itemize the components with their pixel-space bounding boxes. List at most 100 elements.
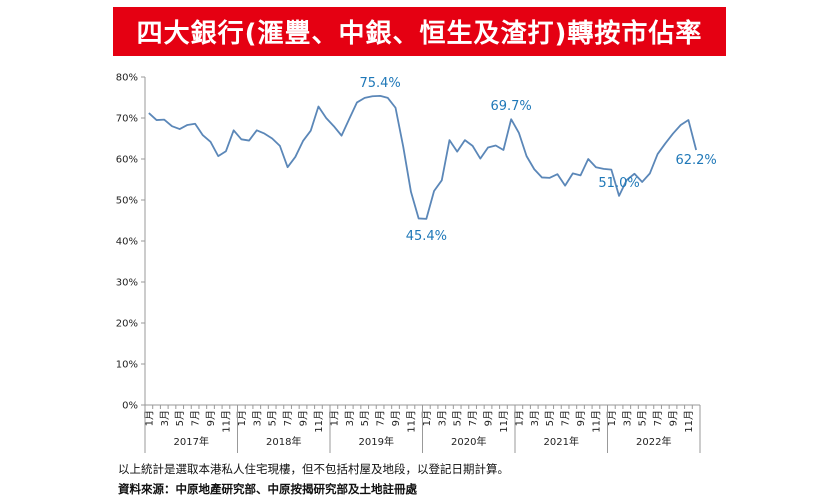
data-point [487, 146, 489, 148]
data-point [163, 118, 165, 120]
data-point [379, 95, 381, 97]
data-point [317, 105, 319, 107]
data-point [410, 191, 412, 193]
x-tick-label: 11月 [313, 410, 325, 433]
source-note: 資料來源：中原地產研究部、中原按揭研究部及土地註冊處 [118, 482, 417, 496]
data-point [225, 150, 227, 152]
data-point [495, 144, 497, 146]
data-point [417, 217, 419, 219]
x-tick-label: 9月 [390, 410, 402, 426]
x-tick-label: 5月 [544, 410, 556, 426]
data-point [649, 172, 651, 174]
x-tick-label: 1月 [513, 410, 525, 426]
x-tick-label: 1月 [421, 410, 433, 426]
data-point [695, 149, 697, 151]
data-point [232, 129, 234, 131]
data-point [525, 155, 527, 157]
data-point [171, 125, 173, 127]
data-point [502, 149, 504, 151]
y-tick-label: 70% [116, 114, 138, 125]
data-point [340, 134, 342, 136]
x-tick-label: 1月 [236, 410, 248, 426]
axes-layer: 0%10%20%30%40%50%60%70%80%1月 3月 5月 7月 9月 11月 1… [116, 73, 701, 453]
x-tick-label: 1月 [606, 410, 618, 426]
x-tick-label: 7月 [652, 410, 664, 426]
x-tick-label: 7月 [282, 410, 294, 426]
data-label: 51.0% [598, 176, 639, 191]
y-tick-label: 40% [116, 237, 138, 248]
year-label: 2020年 [451, 435, 486, 448]
y-tick-label: 0% [122, 401, 138, 412]
x-tick-label: 1月 [328, 410, 340, 426]
data-point [510, 118, 512, 120]
data-point [687, 119, 689, 121]
x-tick-label: 7月 [560, 410, 572, 426]
data-point [178, 128, 180, 130]
x-tick-label: 5月 [267, 410, 279, 426]
data-point [387, 97, 389, 99]
data-point [248, 139, 250, 141]
data-point [202, 134, 204, 136]
data-point [533, 168, 535, 170]
series-line-layer [148, 94, 698, 220]
data-point [618, 195, 620, 197]
data-point [271, 137, 273, 139]
data-point [656, 153, 658, 155]
data-point [263, 132, 265, 134]
x-tick-label: 7月 [375, 410, 387, 426]
x-tick-label: 3月 [344, 410, 356, 426]
data-point [595, 166, 597, 168]
x-tick-label: 5月 [452, 410, 464, 426]
data-point [186, 124, 188, 126]
year-label: 2018年 [266, 435, 301, 448]
data-point [348, 118, 350, 120]
data-point [556, 173, 558, 175]
data-point [310, 130, 312, 132]
data-point [394, 107, 396, 109]
data-point [471, 145, 473, 147]
x-tick-label: 3月 [159, 410, 171, 426]
data-point [448, 139, 450, 141]
line-chart: 0%10%20%30%40%50%60%70%80%1月 3月 5月 7月 9月 11月 1… [116, 73, 717, 453]
x-tick-label: 11月 [590, 410, 602, 433]
y-tick-label: 80% [116, 73, 138, 84]
data-label: 45.4% [406, 229, 447, 244]
year-label: 2019年 [359, 435, 394, 448]
data-point [441, 179, 443, 181]
x-tick-label: 3月 [621, 410, 633, 426]
y-tick-label: 30% [116, 278, 138, 289]
x-tick-label: 3月 [251, 410, 263, 426]
y-tick-label: 60% [116, 155, 138, 166]
data-point [587, 158, 589, 160]
data-point [672, 132, 674, 134]
data-point [256, 129, 258, 131]
data-point [240, 138, 242, 140]
data-point [680, 124, 682, 126]
data-point [363, 97, 365, 99]
x-tick-label: 9月 [668, 410, 680, 426]
x-tick-label: 9月 [483, 410, 495, 426]
x-tick-label: 7月 [190, 410, 202, 426]
y-tick-label: 20% [116, 319, 138, 330]
data-point [518, 132, 520, 134]
data-point [371, 95, 373, 97]
data-point [279, 145, 281, 147]
data-point [402, 146, 404, 148]
data-point [564, 184, 566, 186]
series-line [148, 94, 698, 220]
x-tick-label: 9月 [205, 410, 217, 426]
data-point [155, 119, 157, 121]
data-point [479, 157, 481, 159]
data-label: 62.2% [675, 153, 716, 168]
data-point [209, 141, 211, 143]
data-point [286, 166, 288, 168]
x-tick-label: 11月 [498, 410, 510, 433]
data-label: 69.7% [490, 99, 531, 114]
x-tick-label: 11月 [220, 410, 232, 433]
data-point [610, 168, 612, 170]
y-tick-label: 50% [116, 196, 138, 207]
data-point [356, 101, 358, 103]
data-point [579, 174, 581, 176]
x-tick-label: 3月 [436, 410, 448, 426]
data-point [548, 177, 550, 179]
